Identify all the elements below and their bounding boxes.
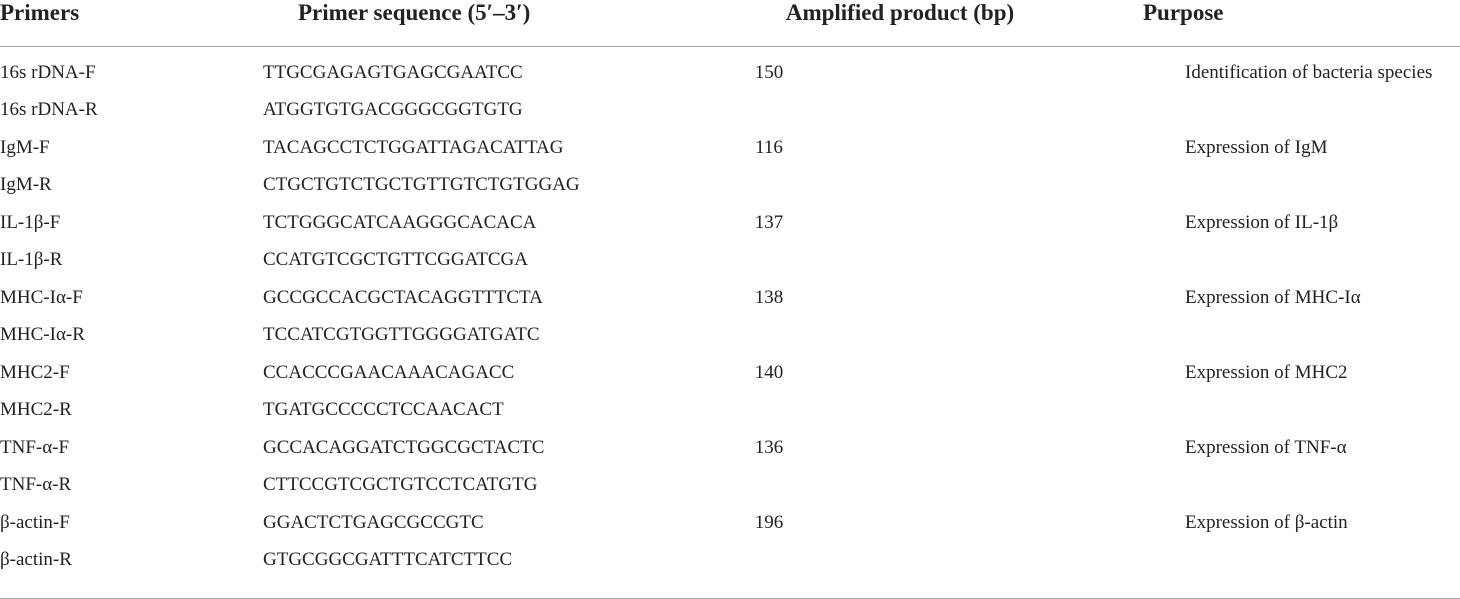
table-row: IgM-F TACAGCCTCTGGATTAGACATTAG 116 Expressi…: [0, 129, 1460, 167]
product-cell: 150: [754, 61, 784, 83]
purpose-cell: Expression of MHC-Iα: [1185, 286, 1361, 308]
table-row: β-actin-R GTGCGGCGATTTCATCTTCC: [0, 542, 1460, 580]
primer-cell: IgM-R: [0, 174, 52, 196]
table-row: IgM-R CTGCTGTCTGCTGTTGTCTGTGGAG: [0, 167, 1460, 205]
header-sequence: Primer sequence (5′–3′): [298, 0, 531, 25]
sequence-cell: GTGCGGCGATTTCATCTTCC: [263, 549, 513, 571]
sequence-cell: GGACTCTGAGCGCCGTC: [263, 511, 484, 533]
product-cell: [750, 467, 1050, 505]
primer-cell: 16s rDNA-F: [0, 61, 96, 83]
primer-cell: TNF-α-F: [0, 436, 70, 458]
sequence-cell: GCCGCCACGCTACAGGTTTCTA: [263, 286, 543, 308]
purpose-cell: [1050, 167, 1460, 205]
header-purpose: Purpose: [1143, 0, 1224, 25]
sequence-cell: CCACCCGAACAAACAGACC: [263, 361, 515, 383]
primer-cell: IL-1β-F: [0, 211, 61, 233]
primer-cell: MHC-Iα-R: [0, 324, 85, 346]
product-cell: [750, 317, 1050, 355]
purpose-cell: Expression of IL-1β: [1185, 211, 1339, 233]
primer-cell: IgM-F: [0, 136, 50, 158]
product-cell: [750, 392, 1050, 430]
purpose-cell: [1050, 467, 1460, 505]
table-row: 16s rDNA-R ATGGTGTGACGGGCGGTGTG: [0, 92, 1460, 130]
product-cell: 137: [754, 211, 784, 233]
table-row: β-actin-F GGACTCTGAGCGCCGTC 196 Expression …: [0, 504, 1460, 542]
sequence-cell: TGATGCCCCCTCCAACACT: [263, 399, 504, 421]
product-cell: 196: [754, 511, 784, 533]
purpose-cell: Expression of IgM: [1185, 136, 1328, 158]
purpose-cell: [1050, 92, 1460, 130]
table-row: 16s rDNA-F TTGCGAGAGTGAGCGAATCC 150 Identif…: [0, 46, 1460, 92]
purpose-cell: Expression of MHC2: [1185, 361, 1348, 383]
purpose-cell: Expression of TNF-α: [1185, 436, 1347, 458]
product-cell: 140: [754, 361, 784, 383]
sequence-cell: GCCACAGGATCTGGCGCTACTC: [263, 436, 545, 458]
table-header: Primers Primer sequence (5′–3′) Amplifie…: [0, 0, 1460, 46]
purpose-cell: [1050, 542, 1460, 580]
primer-table: Primers Primer sequence (5′–3′) Amplifie…: [0, 0, 1460, 579]
sequence-cell: TCTGGGCATCAAGGGCACACA: [263, 211, 537, 233]
table-row: MHC2-R TGATGCCCCCTCCAACACT: [0, 392, 1460, 430]
header-row: Primers Primer sequence (5′–3′) Amplifie…: [0, 0, 1460, 46]
primer-cell: MHC2-R: [0, 399, 72, 421]
product-cell: 116: [755, 136, 783, 158]
table-row: MHC2-F CCACCCGAACAAACAGACC 140 Expression o…: [0, 354, 1460, 392]
product-cell: [750, 242, 1050, 280]
sequence-cell: ATGGTGTGACGGGCGGTGTG: [263, 99, 523, 121]
primer-cell: 16s rDNA-R: [0, 99, 98, 121]
table-row: IL-1β-R CCATGTCGCTGTTCGGATCGA: [0, 242, 1460, 280]
product-cell: [750, 167, 1050, 205]
primer-cell: MHC2-F: [0, 361, 70, 383]
primer-cell: β-actin-R: [0, 549, 72, 571]
header-primers: Primers: [0, 0, 80, 25]
sequence-cell: TACAGCCTCTGGATTAGACATTAG: [263, 136, 564, 158]
primer-cell: TNF-α-R: [0, 474, 72, 496]
product-cell: 136: [754, 436, 784, 458]
primer-cell: β-actin-F: [0, 511, 70, 533]
product-cell: 138: [754, 286, 784, 308]
purpose-cell: Expression of β-actin: [1185, 511, 1348, 533]
table-row: TNF-α-R CTTCCGTCGCTGTCCTCATGTG: [0, 467, 1460, 505]
primer-cell: IL-1β-R: [0, 249, 63, 271]
table-body: 16s rDNA-F TTGCGAGAGTGAGCGAATCC 150 Identif…: [0, 46, 1460, 579]
sequence-cell: TTGCGAGAGTGAGCGAATCC: [263, 61, 523, 83]
sequence-cell: CTGCTGTCTGCTGTTGTCTGTGGAG: [263, 174, 580, 196]
purpose-cell: [1050, 242, 1460, 280]
sequence-cell: TCCATCGTGGTTGGGGATGATC: [263, 324, 540, 346]
purpose-cell: [1050, 317, 1460, 355]
table-row: IL-1β-F TCTGGGCATCAAGGGCACACA 137 Expressio…: [0, 204, 1460, 242]
sequence-cell: CTTCCGTCGCTGTCCTCATGTG: [263, 474, 538, 496]
primer-cell: MHC-Iα-F: [0, 286, 83, 308]
header-divider: [0, 46, 1460, 47]
product-cell: [750, 92, 1050, 130]
table-row: MHC-Iα-F GCCGCCACGCTACAGGTTTCTA 138 Express…: [0, 279, 1460, 317]
sequence-cell: CCATGTCGCTGTTCGGATCGA: [263, 249, 528, 271]
table-row: TNF-α-F GCCACAGGATCTGGCGCTACTC 136 Expressi…: [0, 429, 1460, 467]
purpose-cell: Identification of bacteria species: [1185, 61, 1433, 83]
table-row: MHC-Iα-R TCCATCGTGGTTGGGGATGATC: [0, 317, 1460, 355]
product-cell: [750, 542, 1050, 580]
purpose-cell: [1050, 392, 1460, 430]
header-product: Amplified product (bp): [785, 0, 1015, 25]
